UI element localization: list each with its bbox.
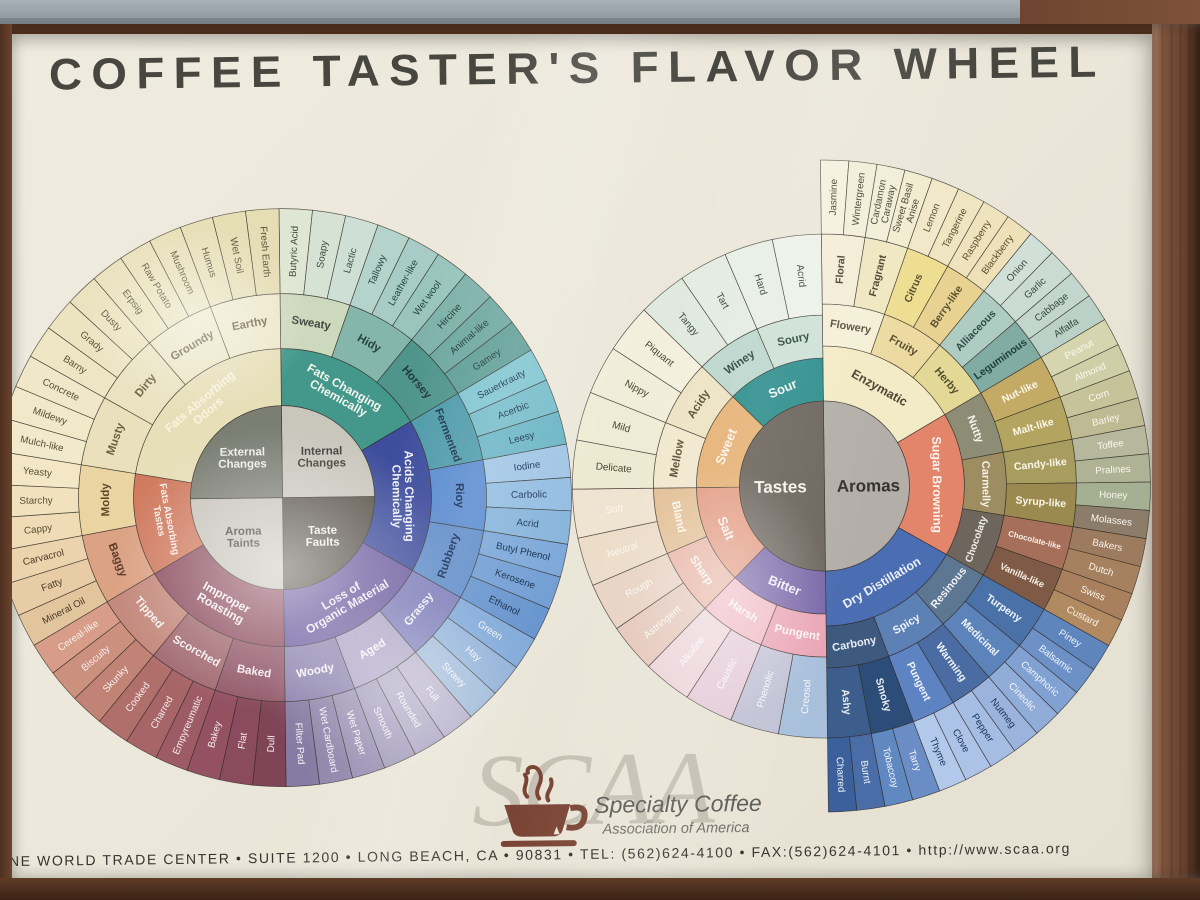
segment-filter-pad-label: Filter Pad bbox=[293, 722, 307, 765]
segment-acrid-label: Acrid bbox=[516, 517, 539, 530]
segment-taste-faults-label: TasteFaults bbox=[306, 525, 340, 549]
segment-butyric-acid-label: Butyric Acid bbox=[287, 226, 300, 278]
wood-frame-right bbox=[1152, 24, 1200, 878]
poster-title: COFFEE TASTER'S FLAVOR WHEEL bbox=[48, 37, 1106, 100]
segment-jasmine-label: Jasmine bbox=[827, 178, 839, 215]
logo-name-line2: Association of America bbox=[602, 819, 750, 838]
segment-molasses-label: Molasses bbox=[1090, 512, 1132, 528]
segment-soapy-label: Soapy bbox=[315, 240, 330, 269]
segment-acrid bbox=[771, 233, 823, 320]
segment-honey-label: Honey bbox=[1099, 489, 1128, 501]
segment-carmelly-label: Carmelly bbox=[979, 461, 992, 508]
segment-yeasty-label: Yeasty bbox=[22, 465, 52, 479]
flavor-wheel-poster: COFFEE TASTER'S FLAVOR WHEEL Fats Changi… bbox=[12, 34, 1152, 878]
segment-charred-label: Charred bbox=[834, 757, 847, 793]
wood-frame-bottom bbox=[0, 878, 1200, 900]
segment-rioy-label: Rioy bbox=[453, 483, 465, 509]
logo-name-line1: Specialty Coffee bbox=[594, 789, 762, 818]
segment-pralines-label: Pralines bbox=[1095, 463, 1131, 476]
segment-dull-label: Dull bbox=[265, 735, 277, 752]
segment-syrup-like-label: Syrup-like bbox=[1015, 494, 1067, 510]
segment-tastes-label: Tastes bbox=[754, 477, 807, 497]
segment-delicate-label: Delicate bbox=[595, 461, 632, 475]
segment-soft-label: Soft bbox=[605, 503, 624, 516]
wood-frame-left bbox=[0, 24, 12, 878]
segment-starchy-label: Starchy bbox=[19, 495, 52, 506]
house-siding bbox=[0, 0, 1200, 24]
segment-creosol-label: Creosol bbox=[799, 679, 813, 714]
coffee-cup-icon bbox=[500, 765, 588, 847]
segment-toffee-label: Toffee bbox=[1097, 437, 1125, 452]
segment-sugar-browning-label: Sugar Browning bbox=[929, 436, 944, 533]
segment-mild-label: Mild bbox=[611, 419, 632, 435]
wood-frame-corner bbox=[1020, 0, 1200, 24]
wood-frame-top bbox=[0, 24, 1200, 34]
segment-tastes bbox=[739, 400, 826, 572]
siding-shadow bbox=[0, 18, 1200, 24]
segment-floral-label: Floral bbox=[834, 255, 848, 284]
segment-burnt-label: Burnt bbox=[859, 760, 873, 785]
segment-external-changes-label: ExternalChanges bbox=[218, 446, 267, 471]
segment-aromas bbox=[823, 400, 910, 572]
segment-moldy-label: Moldy bbox=[100, 483, 112, 517]
scaa-logo: SCAA Specialty Coffee Association of Ame… bbox=[453, 730, 795, 865]
segment-cappy-label: Cappy bbox=[23, 522, 53, 537]
segment-internal-changes-label: InternalChanges bbox=[297, 445, 346, 470]
segment-aromas-label: Aromas bbox=[837, 476, 901, 496]
segment-iodine-label: Iodine bbox=[513, 459, 541, 473]
segment-ashy-label: Ashy bbox=[839, 689, 854, 716]
segment-aroma-taints-label: AromaTaints bbox=[225, 526, 262, 550]
segment-flat-label: Flat bbox=[236, 732, 250, 750]
segment-carbolic-label: Carbolic bbox=[511, 489, 547, 500]
segment-candy-like-label: Candy-like bbox=[1013, 456, 1067, 473]
segment-acrid-label: Acrid bbox=[794, 264, 807, 288]
